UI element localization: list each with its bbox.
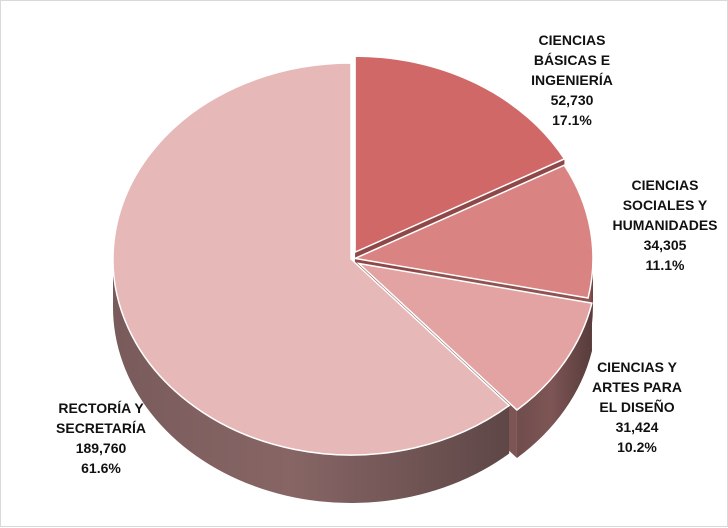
slice-label-line: 189,760 — [76, 440, 127, 456]
pie-slice-side-shade-3 — [113, 259, 510, 504]
slice-label-line: INGENIERÍA — [531, 72, 613, 88]
slice-label-2: CIENCIAS Y ARTES PARA EL DISEÑO 31,424 10.2% — [592, 359, 682, 455]
slice-label-line: CIENCIAS — [539, 32, 606, 48]
slice-label-line: 17.1% — [552, 112, 592, 128]
pie-slice-0 — [354, 55, 566, 254]
slice-label-line: 61.6% — [81, 460, 121, 476]
slice-label-line: 10.2% — [617, 439, 657, 455]
slice-label-line: 31,424 — [616, 419, 659, 435]
slice-label-line: 11.1% — [646, 257, 685, 273]
slice-label-3: RECTORÍA Y SECRETARÍA 189,760 61.6% — [56, 400, 146, 476]
slice-label-line: 52,730 — [551, 92, 594, 108]
slice-label-line: BÁSICAS E — [534, 52, 610, 68]
slice-label-line: RECTORÍA Y — [58, 400, 144, 416]
slice-label-line: SECRETARÍA — [56, 420, 146, 436]
pie-slice-1 — [352, 164, 594, 299]
pie-slice-3 — [112, 62, 511, 456]
slice-label-line: EL DISEÑO — [599, 398, 674, 415]
slice-label-line: CIENCIAS Y — [597, 359, 678, 375]
slice-label-line: 34,305 — [644, 237, 687, 253]
slice-label-1: CIENCIAS SOCIALES Y HUMANIDADES 34,305 11.1% — [613, 177, 718, 273]
slice-label-line: HUMANIDADES — [613, 217, 718, 233]
slice-label-line: CIENCIAS — [632, 177, 699, 193]
pie-slice-side-shade-2 — [516, 303, 592, 458]
pie-slice-2 — [356, 262, 593, 411]
slice-label-line: SOCIALES Y — [623, 197, 708, 213]
slice-label-0: CIENCIAS BÁSICAS E INGENIERÍA 52,730 17.1% — [531, 32, 613, 128]
slice-label-line: ARTES PARA — [592, 379, 682, 395]
